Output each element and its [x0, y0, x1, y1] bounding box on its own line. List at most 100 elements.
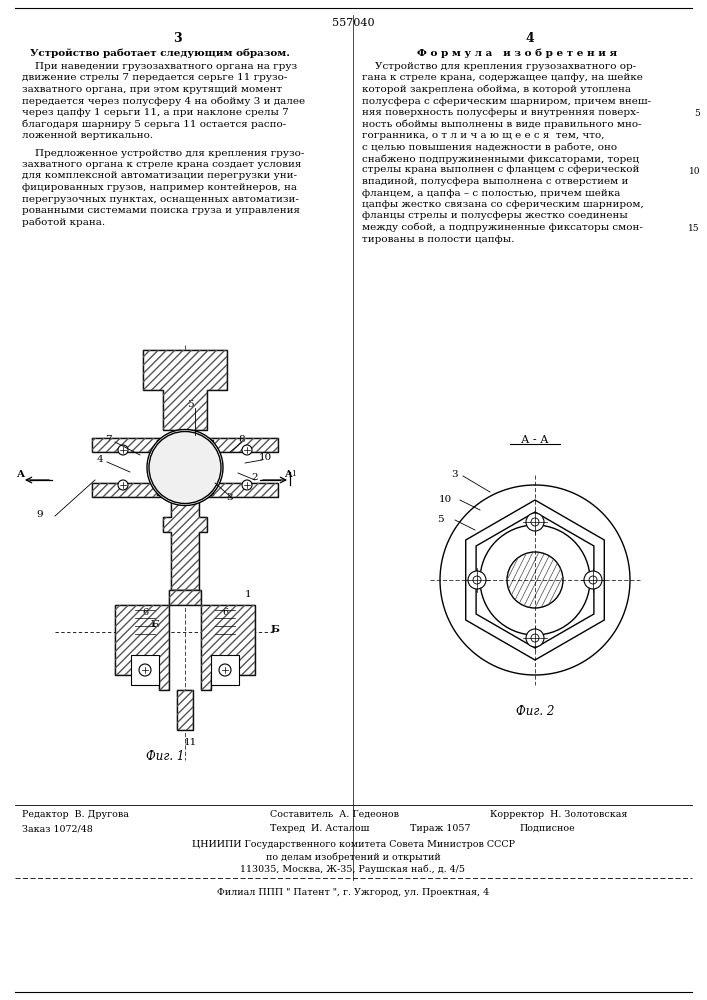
Text: 1: 1: [291, 470, 296, 478]
Text: работой крана.: работой крана.: [22, 218, 105, 227]
Text: цапфы жестко связана со сферическим шарниром,: цапфы жестко связана со сферическим шарн…: [362, 200, 644, 209]
Text: фланцы стрелы и полусферы жестко соединены: фланцы стрелы и полусферы жестко соедине…: [362, 212, 628, 221]
Text: перегрузочных пунктах, оснащенных автоматизи-: перегрузочных пунктах, оснащенных автома…: [22, 194, 299, 204]
Text: Устройство для крепления грузозахватного ор-: Устройство для крепления грузозахватного…: [362, 62, 636, 71]
Circle shape: [480, 525, 590, 635]
Bar: [177, 690, 193, 730]
Text: 10: 10: [258, 453, 271, 462]
Text: Фиг. 2: Фиг. 2: [516, 705, 554, 718]
Circle shape: [242, 480, 252, 490]
Polygon shape: [147, 430, 223, 505]
Text: снабжено подпружиненными фиксаторами, торец: снабжено подпружиненными фиксаторами, то…: [362, 154, 639, 163]
Text: для комплексной автоматизации перегрузки уни-: для комплексной автоматизации перегрузки…: [22, 172, 297, 180]
Text: ЦНИИПИ Государственного комитета Совета Министров СССР: ЦНИИПИ Государственного комитета Совета …: [192, 840, 515, 849]
Text: 15: 15: [689, 224, 700, 233]
Polygon shape: [440, 485, 630, 675]
Text: 1: 1: [245, 590, 251, 599]
Circle shape: [219, 664, 231, 676]
Text: впадиной, полусфера выполнена с отверстием и: впадиной, полусфера выполнена с отверсти…: [362, 177, 629, 186]
Text: 11: 11: [183, 738, 197, 747]
Circle shape: [118, 480, 128, 490]
Text: A: A: [16, 470, 24, 479]
Circle shape: [507, 552, 563, 608]
Text: Б: Б: [271, 625, 279, 634]
Polygon shape: [163, 497, 207, 590]
Text: Составитель  А. Гедеонов: Составитель А. Гедеонов: [270, 810, 399, 819]
Text: 5: 5: [694, 109, 700, 118]
Text: 3: 3: [227, 493, 233, 502]
Text: передается через полусферу 4 на обойму 3 и далее: передается через полусферу 4 на обойму 3…: [22, 97, 305, 106]
Text: няя поверхность полусферы и внутренняя поверх-: няя поверхность полусферы и внутренняя п…: [362, 108, 640, 117]
Text: благодаря шарниру 5 серьга 11 остается распо-: благодаря шарниру 5 серьга 11 остается р…: [22, 119, 286, 129]
Text: Заказ 1072/48: Заказ 1072/48: [22, 824, 93, 833]
Text: Корректор  Н. Золотовская: Корректор Н. Золотовская: [490, 810, 628, 819]
Circle shape: [139, 664, 151, 676]
Text: Б: Б: [151, 620, 160, 629]
Text: 9: 9: [37, 510, 43, 519]
Text: Фиг. 1: Фиг. 1: [146, 750, 185, 763]
Text: 4: 4: [97, 455, 103, 464]
Text: 113035, Москва, Ж-35, Раушская наб., д. 4/5: 113035, Москва, Ж-35, Раушская наб., д. …: [240, 864, 465, 874]
Circle shape: [526, 629, 544, 647]
Text: 3: 3: [173, 32, 181, 45]
Circle shape: [531, 634, 539, 642]
Polygon shape: [466, 500, 604, 660]
Text: Филиал ППП " Патент ", г. Ужгород, ул. Проектная, 4: Филиал ППП " Патент ", г. Ужгород, ул. П…: [217, 888, 489, 897]
Text: рованными системами поиска груза и управления: рованными системами поиска груза и управ…: [22, 206, 300, 215]
Text: 10: 10: [689, 166, 700, 176]
Text: Тираж 1057: Тираж 1057: [410, 824, 470, 833]
Text: Ф о р м у л а   и з о б р е т е н и я: Ф о р м у л а и з о б р е т е н и я: [417, 48, 617, 57]
Text: ложенной вертикально.: ложенной вертикально.: [22, 131, 153, 140]
Text: тированы в полости цапфы.: тированы в полости цапфы.: [362, 234, 515, 243]
Text: 7: 7: [105, 435, 111, 444]
Text: Предложенное устройство для крепления грузо-: Предложенное устройство для крепления гр…: [22, 148, 305, 157]
Circle shape: [118, 445, 128, 455]
Text: Техред  И. Асталош: Техред И. Асталош: [270, 824, 369, 833]
Circle shape: [584, 571, 602, 589]
Text: 557040: 557040: [332, 18, 374, 28]
Circle shape: [468, 571, 486, 589]
Bar: [131, 655, 159, 685]
Text: полусфера с сферическим шарниром, причем внеш-: полусфера с сферическим шарниром, причем…: [362, 97, 651, 105]
Text: фланцем, а цапфа – с полостью, причем шейка: фланцем, а цапфа – с полостью, причем ше…: [362, 188, 620, 198]
Circle shape: [149, 432, 221, 504]
Text: стрелы крана выполнен с фланцем с сферической: стрелы крана выполнен с фланцем с сферич…: [362, 165, 639, 174]
Text: 4: 4: [525, 32, 534, 45]
Circle shape: [589, 576, 597, 584]
Text: которой закреплена обойма, в которой утоплена: которой закреплена обойма, в которой уто…: [362, 85, 631, 95]
Text: гогранника, о т л и ч а ю щ е е с я  тем, что,: гогранника, о т л и ч а ю щ е е с я тем,…: [362, 131, 604, 140]
Text: по делам изобретений и открытий: по делам изобретений и открытий: [266, 852, 440, 861]
Text: Редактор  В. Другова: Редактор В. Другова: [22, 810, 129, 819]
Text: 8: 8: [239, 435, 245, 444]
Text: 6: 6: [142, 608, 148, 617]
Text: ность обоймы выполнены в виде правильного мно-: ность обоймы выполнены в виде правильног…: [362, 119, 642, 129]
Polygon shape: [143, 350, 227, 430]
Text: А - А: А - А: [521, 435, 549, 445]
Text: 6: 6: [222, 608, 228, 617]
Bar: [177, 690, 193, 730]
Text: захватного органа, при этом крутящий момент: захватного органа, при этом крутящий мом…: [22, 85, 282, 94]
Text: с целью повышения надежности в работе, оно: с целью повышения надежности в работе, о…: [362, 142, 617, 152]
Text: движение стрелы 7 передается серьге 11 грузо-: движение стрелы 7 передается серьге 11 г…: [22, 74, 287, 83]
Polygon shape: [115, 590, 255, 690]
Circle shape: [531, 518, 539, 526]
Text: 2: 2: [252, 473, 258, 482]
Circle shape: [242, 445, 252, 455]
Bar: [211, 655, 239, 685]
Text: Устройство работает следующим образом.: Устройство работает следующим образом.: [30, 48, 290, 57]
Text: захватного органа к стреле крана создает условия: захватного органа к стреле крана создает…: [22, 160, 301, 169]
Text: фицированных грузов, например контейнеров, на: фицированных грузов, например контейнеро…: [22, 183, 297, 192]
Text: A: A: [284, 470, 291, 479]
Circle shape: [473, 576, 481, 584]
Text: между собой, а подпружиненные фиксаторы смон-: между собой, а подпружиненные фиксаторы …: [362, 223, 643, 232]
Text: 10: 10: [438, 495, 452, 504]
Polygon shape: [92, 438, 278, 497]
Text: 5: 5: [437, 515, 443, 524]
Text: 5: 5: [187, 400, 193, 409]
Text: гана к стреле крана, содержащее цапфу, на шейке: гана к стреле крана, содержащее цапфу, н…: [362, 74, 643, 83]
Text: 3: 3: [452, 470, 458, 479]
Text: через цапфу 1 серьги 11, а при наклоне срелы 7: через цапфу 1 серьги 11, а при наклоне с…: [22, 108, 288, 117]
Text: При наведении грузозахватного органа на груз: При наведении грузозахватного органа на …: [22, 62, 297, 71]
Polygon shape: [476, 512, 594, 648]
Text: Подписное: Подписное: [520, 824, 575, 833]
